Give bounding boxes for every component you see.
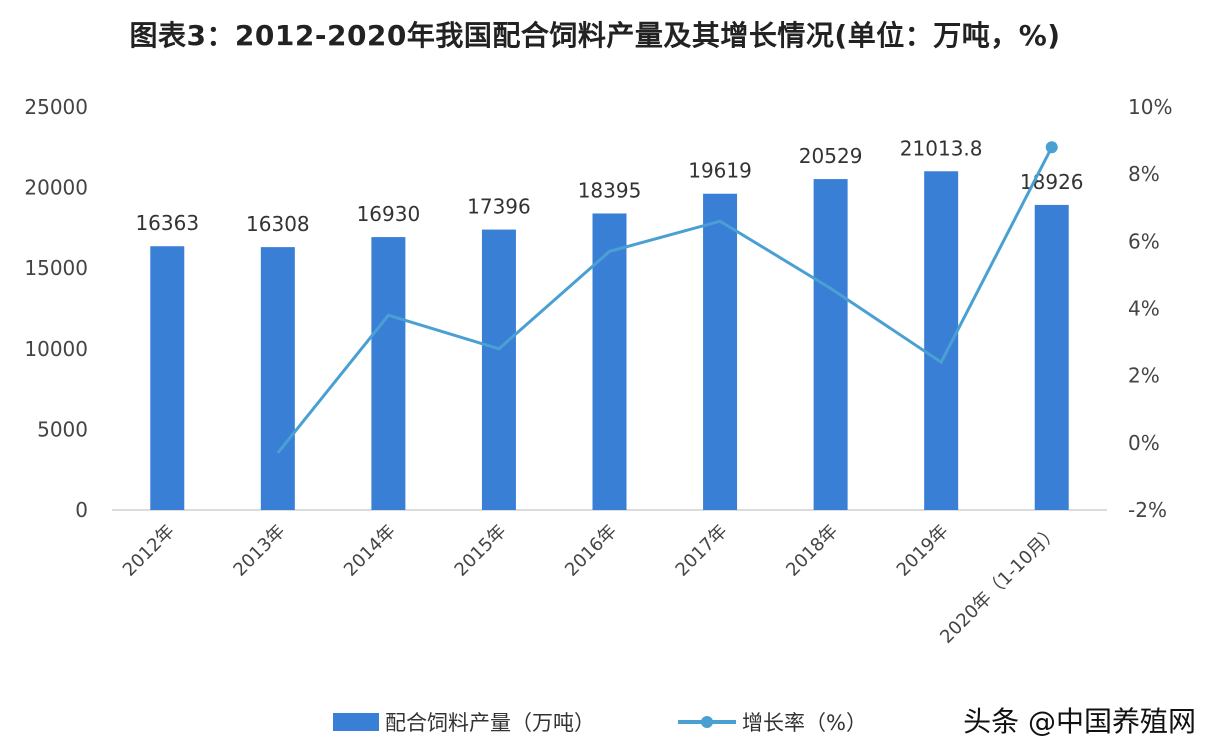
bar-data-label: 18395	[578, 178, 642, 202]
chart: 0 5000 10000 15000 20000 25000 -2% 0% 2% 4% 6% 8% 10…	[24, 95, 1172, 648]
x-tick-label: 2015年	[451, 521, 511, 581]
bar-data-label: 16308	[246, 212, 310, 236]
left-tick-label: 15000	[24, 256, 88, 280]
legend-item-bar: 配合饲料产量（万吨）	[333, 707, 595, 737]
x-tick-label: 2017年	[672, 521, 732, 581]
right-tick-label: 8%	[1128, 162, 1160, 186]
bar-data-label: 16930	[357, 202, 421, 226]
bar	[703, 193, 738, 511]
legend-bar-label: 配合饲料产量（万吨）	[385, 711, 595, 735]
right-tick-label: 4%	[1128, 297, 1160, 321]
right-tick-label: 0%	[1128, 431, 1160, 455]
bar-data-label: 19619	[688, 159, 752, 183]
left-tick-label: 5000	[37, 417, 88, 441]
bar-data-label: 21013.8	[900, 136, 983, 160]
x-tick-label: 2012年	[119, 521, 179, 581]
x-tick-label: 2019年	[893, 521, 953, 581]
bar	[1034, 204, 1069, 510]
bar	[260, 247, 295, 510]
legend-line-label: 增长率（%）	[742, 711, 867, 735]
legend-line-swatch-icon	[678, 716, 736, 728]
x-tick-label: 2013年	[229, 521, 289, 581]
x-tick-label: 2018年	[782, 521, 842, 581]
right-tick-label: -2%	[1128, 498, 1167, 522]
right-tick-label: 6%	[1128, 229, 1160, 253]
bar-data-label: 16363	[135, 211, 199, 235]
bar	[481, 229, 516, 510]
chart-title: 图表3：2012-2020年我国配合饲料产量及其增长情况(单位：万吨，%)	[129, 19, 1061, 52]
right-tick-label: 2%	[1128, 364, 1160, 388]
bar	[371, 237, 406, 511]
bar	[592, 213, 627, 510]
watermark: 头条 @中国养殖网	[963, 705, 1196, 738]
left-tick-label: 20000	[24, 176, 88, 200]
x-tick-label: 2020年（1-10月）	[936, 521, 1063, 648]
x-tick-label: 2014年	[340, 521, 400, 581]
right-tick-label: 10%	[1128, 95, 1172, 119]
left-tick-label: 10000	[24, 337, 88, 361]
x-tick-label: 2016年	[561, 521, 621, 581]
bar-data-label: 17396	[467, 195, 531, 219]
left-tick-label: 25000	[24, 95, 88, 119]
growth-line	[276, 146, 1054, 454]
bar-data-label: 20529	[799, 144, 863, 168]
left-tick-label: 0	[75, 498, 88, 522]
legend-item-line: 增长率（%）	[676, 707, 867, 737]
bar	[150, 246, 185, 510]
bar	[813, 179, 848, 511]
legend-bar-swatch-icon	[333, 713, 379, 731]
growth-point	[1045, 141, 1058, 154]
